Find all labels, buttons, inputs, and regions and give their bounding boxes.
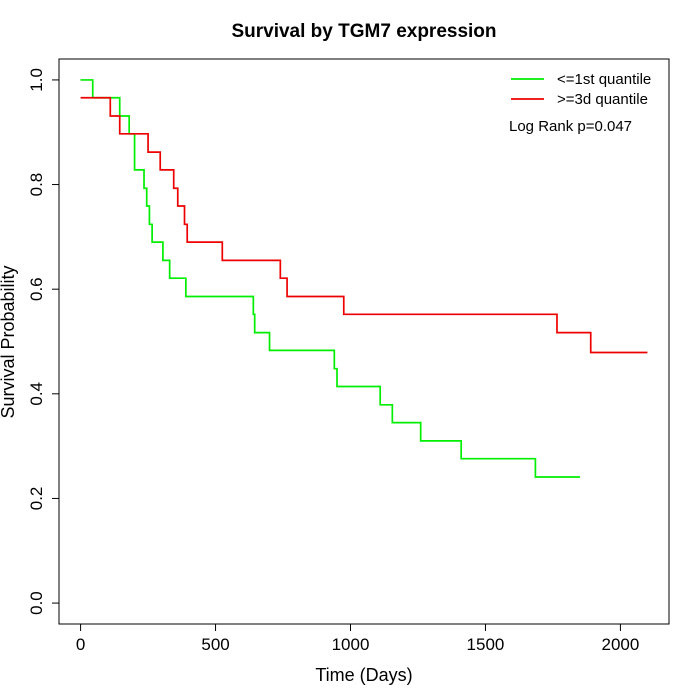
series-line-1 [80, 96, 648, 354]
y-axis-label: Survival Probability [0, 265, 18, 418]
y-axis: 0.0 0.2 0.4 0.6 0.8 1.0 [27, 68, 60, 615]
legend: <=1st quantile >=3d quantile [511, 71, 651, 108]
y-tick-label: 1.0 [27, 68, 46, 92]
series-line-0 [80, 79, 580, 478]
series-layer [80, 79, 648, 478]
y-tick-label: 0.2 [27, 487, 46, 511]
chart-title: Survival by TGM7 expression [231, 21, 496, 42]
legend-label-1: >=3d quantile [557, 91, 648, 108]
y-tick-label: 0.4 [27, 382, 46, 406]
legend-label-0: <=1st quantile [557, 71, 651, 88]
x-axis-label: Time (Days) [315, 665, 412, 685]
y-tick-label: 0.6 [27, 277, 46, 301]
x-tick-label: 2000 [602, 635, 640, 654]
x-tick-label: 1000 [332, 635, 370, 654]
y-tick-label: 0.8 [27, 173, 46, 197]
plot-frame [58, 58, 670, 625]
x-tick-label: 1500 [467, 635, 505, 654]
x-tick-label: 0 [76, 635, 85, 654]
y-tick-label: 0.0 [27, 591, 46, 615]
x-axis: 0 500 1000 1500 2000 [76, 623, 640, 654]
x-tick-label: 500 [201, 635, 229, 654]
log-rank-annotation: Log Rank p=0.047 [509, 118, 632, 135]
